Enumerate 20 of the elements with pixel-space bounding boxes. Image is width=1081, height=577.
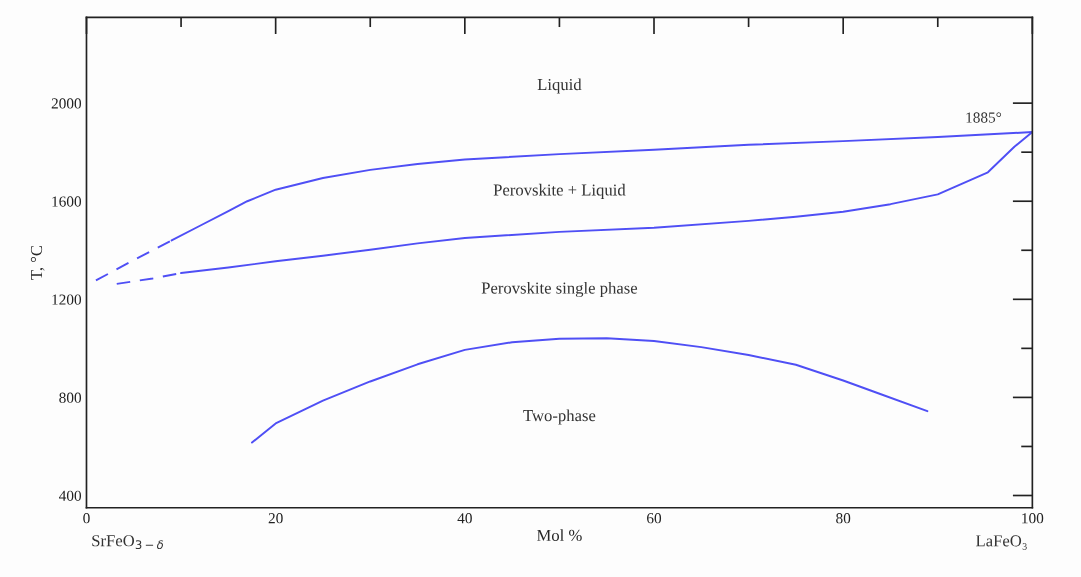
x-axis-title: Mol % <box>536 529 582 542</box>
x-tick-label: 80 <box>836 513 851 524</box>
y-tick-label: 1600 <box>52 196 82 207</box>
x-tick-label: 60 <box>647 513 662 524</box>
annotation: Two-phase <box>523 409 596 425</box>
x-tick-label: 20 <box>268 513 283 524</box>
x-tick-label: 40 <box>457 513 472 524</box>
x-tick-label: 100 <box>1022 513 1044 524</box>
y-tick-label: 2000 <box>51 98 82 109</box>
annotation: 1885° <box>966 112 1002 123</box>
y-tick-label: 400 <box>59 490 82 501</box>
y-tick-label: 1200 <box>52 294 82 305</box>
y-tick-label: 800 <box>59 392 82 403</box>
annotation: Liquid <box>537 78 582 94</box>
x-tick-label: 0 <box>83 513 90 524</box>
text: LaFeO₃ <box>976 535 1027 550</box>
y-axis-title: T, °C <box>30 245 45 280</box>
annotation: Perovskite + Liquid <box>493 183 626 199</box>
text: SrFeO$_{3−δ}$ <box>92 535 164 550</box>
annotation: Perovskite single phase <box>481 281 638 298</box>
